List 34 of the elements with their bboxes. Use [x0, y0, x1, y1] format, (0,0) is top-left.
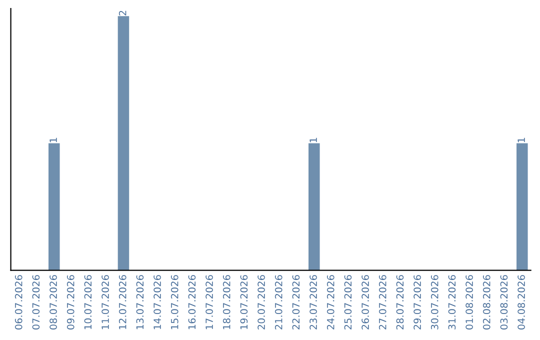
x-tick-label: 04.08.2026 [518, 275, 525, 330]
x-tick-label: 21.07.2026 [274, 275, 282, 330]
x-tick-label: 07.07.2026 [32, 275, 40, 330]
x-tick-label: 01.08.2026 [466, 275, 473, 330]
x-tick-label: 24.07.2026 [326, 275, 334, 330]
x-tick-label: 16.07.2026 [188, 275, 196, 330]
x-tick-label: 06.07.2026 [14, 275, 22, 330]
data-label: 1 [518, 138, 525, 142]
x-tick-label: 28.07.2026 [396, 275, 404, 330]
x-tick-label: 11.07.2026 [102, 275, 109, 330]
x-tick-label: 17.07.2026 [206, 275, 213, 330]
data-label: 1 [50, 138, 57, 142]
x-tick-label: 27.07.2026 [378, 275, 386, 330]
data-label: 1 [310, 138, 317, 142]
x-tick-label: 26.07.2026 [362, 275, 369, 330]
x-tick-label: 22.07.2026 [292, 275, 300, 330]
x-tick-label: 19.07.2026 [240, 275, 248, 330]
x-tick-label: 31.07.2026 [448, 275, 456, 330]
x-tick-label: 18.07.2026 [222, 275, 230, 330]
x-tick-label: 15.07.2026 [170, 275, 178, 330]
x-tick-label: 14.07.2026 [154, 275, 161, 330]
x-tick-label: 12.07.2026 [118, 275, 126, 330]
data-label: 2 [118, 10, 126, 16]
x-tick-label: 03.08.2026 [500, 275, 508, 330]
x-tick-label: 09.07.2026 [66, 275, 74, 330]
x-tick-label: 10.07.2026 [84, 275, 92, 330]
x-tick-label: 30.07.2026 [430, 275, 438, 330]
x-tick-label: 13.07.2026 [136, 275, 144, 330]
x-tick-label: 25.07.2026 [344, 275, 352, 330]
x-tick-label: 23.07.2026 [310, 275, 317, 330]
x-tick-label: 08.07.2026 [50, 275, 57, 330]
x-tick-label: 20.07.2026 [258, 275, 265, 330]
x-tick-label: 02.08.2026 [482, 275, 490, 330]
x-tick-label: 29.07.2026 [414, 275, 421, 330]
